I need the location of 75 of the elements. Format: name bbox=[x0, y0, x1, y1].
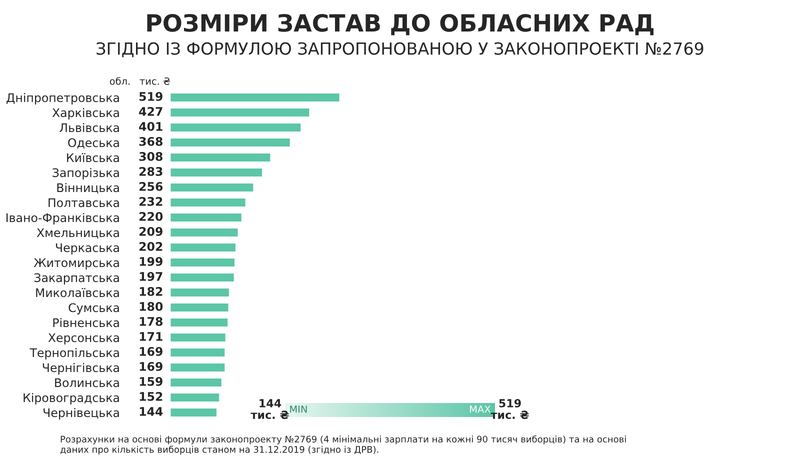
data-label: 197 bbox=[140, 272, 162, 281]
bar bbox=[170, 392, 220, 403]
bar bbox=[170, 152, 272, 163]
data-label: 283 bbox=[139, 166, 162, 176]
y-tick-label: Хмельницька bbox=[36, 228, 119, 239]
bar bbox=[170, 167, 264, 178]
data-label: 178 bbox=[140, 316, 162, 326]
bar bbox=[170, 92, 340, 103]
data-label: 202 bbox=[139, 242, 162, 251]
bar bbox=[170, 302, 230, 313]
bar bbox=[170, 137, 292, 148]
data-label: 220 bbox=[139, 212, 163, 221]
data-label: 308 bbox=[139, 152, 162, 161]
y-tick-label: Київська bbox=[67, 153, 119, 162]
bar bbox=[170, 362, 226, 373]
y-tick-label: Миколаївська bbox=[36, 288, 119, 298]
y-tick-label: Волинська bbox=[55, 378, 119, 388]
text: 519 тис. ₴ bbox=[490, 399, 529, 420]
data-label: 169 bbox=[140, 362, 162, 371]
data-label: 427 bbox=[139, 106, 162, 116]
bar bbox=[170, 197, 247, 208]
text: ЗГІДНО ІЗ ФОРМУЛОЮ ЗАПРОПОНОВАНОЮ У ЗАКОНОПРОЕКТІ №2769 bbox=[96, 42, 704, 58]
bar bbox=[170, 317, 229, 328]
y-tick-label: Дніпропетровська bbox=[6, 93, 119, 104]
data-label: 368 bbox=[139, 136, 162, 146]
bar bbox=[170, 242, 237, 253]
y-tick-label: Вінницька bbox=[57, 183, 119, 194]
y-tick-label: Кіровоградська bbox=[24, 393, 119, 404]
annotation: MIN bbox=[290, 406, 307, 413]
y-tick-label: Чернігівська bbox=[42, 363, 119, 374]
data-label: 401 bbox=[139, 122, 162, 131]
y-tick-label: Закарпатська bbox=[34, 273, 119, 284]
bar bbox=[170, 332, 227, 343]
text: РОЗМІРИ ЗАСТАВ ДО ОБЛАСНИХ РАД bbox=[147, 14, 654, 36]
y-tick-label: Полтавська bbox=[48, 198, 119, 208]
y-tick-label: Одеська bbox=[68, 138, 119, 149]
data-label: 256 bbox=[139, 182, 163, 191]
data-label: 152 bbox=[140, 392, 162, 401]
text: тис. ₴ bbox=[140, 77, 170, 85]
bar bbox=[170, 212, 243, 223]
annotation: 144 тис. ₴ bbox=[250, 399, 289, 420]
y-tick-label: Запорізька bbox=[52, 168, 119, 180]
data-label: 180 bbox=[140, 302, 163, 311]
y-tick-label: Івано-Франківська bbox=[6, 213, 119, 224]
y-tick-label: Черкаська bbox=[56, 243, 119, 254]
bar bbox=[170, 377, 223, 388]
data-label: 519 bbox=[139, 92, 162, 101]
y-tick-label: Тернопільська bbox=[30, 348, 119, 360]
bar bbox=[170, 227, 240, 238]
data-label: 182 bbox=[140, 286, 162, 296]
bar bbox=[170, 257, 236, 268]
text: MAX bbox=[470, 406, 490, 413]
bar bbox=[170, 107, 311, 118]
bar bbox=[170, 287, 230, 298]
y-tick-label: Житомирська bbox=[34, 258, 119, 270]
data-label: 209 bbox=[139, 226, 162, 236]
bar bbox=[170, 272, 236, 283]
y-tick-label: Херсонська bbox=[48, 333, 119, 344]
y-tick-label: Харківська bbox=[52, 108, 119, 120]
y-tick-label: Чернівецька bbox=[44, 408, 119, 420]
bar bbox=[170, 407, 218, 418]
y-tick-label: Сумська bbox=[68, 303, 119, 314]
data-label: 169 bbox=[140, 347, 162, 356]
text: обл. bbox=[110, 77, 130, 85]
text: Розрахунки на основі формули законопроекту №2769 (4 мінімальні зарплати на кожні 90 тисяч виборців) та на основі даних про кількість виборців станом на 31.12.2019 (згідно із ДРВ). bbox=[60, 435, 626, 455]
data-label: 159 bbox=[140, 377, 162, 386]
data-label: 232 bbox=[139, 196, 162, 206]
data-label: 199 bbox=[140, 257, 162, 266]
y-tick-label: Рівненська bbox=[53, 318, 119, 328]
data-label: 144 bbox=[140, 407, 163, 416]
bar bbox=[170, 182, 255, 193]
data-label: 171 bbox=[140, 332, 162, 341]
y-tick-label: Львівська bbox=[60, 123, 119, 132]
bar bbox=[170, 122, 302, 133]
bar bbox=[170, 347, 226, 358]
